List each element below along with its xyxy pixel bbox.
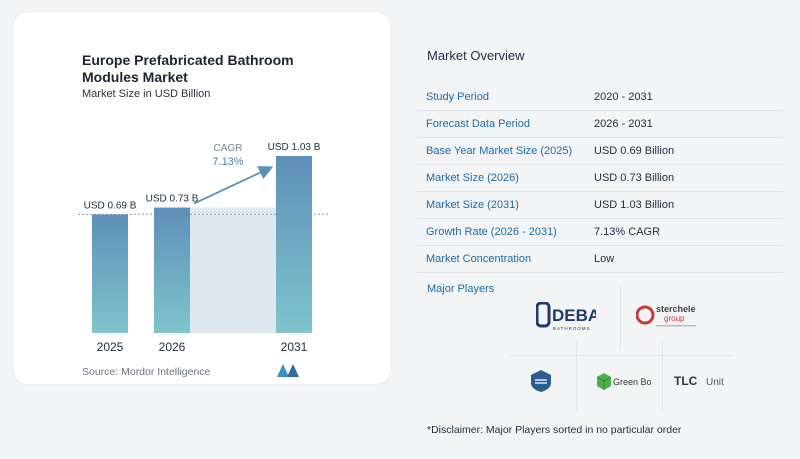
overview-table: Study Period 2020 - 2031 Forecast Data Per… — [417, 84, 783, 273]
source-note: Source: Mordor Intelligence — [82, 366, 211, 378]
overview-row-value: 7.13% CAGR — [594, 226, 661, 238]
overview-row: Forecast Data Period 2026 - 2031 — [417, 111, 783, 138]
cagr-label: CAGR — [214, 143, 243, 154]
overview-title: Market Overview — [427, 48, 525, 63]
sterchele-logo: sterchele group — [635, 300, 700, 337]
overview-row-value: 2020 - 2031 — [594, 91, 653, 103]
growth-band — [190, 207, 276, 333]
tlc-logo-text: TLC — [674, 374, 698, 388]
cagr-arrow — [193, 166, 274, 205]
grid-divider — [620, 285, 621, 349]
overview-row-value: Low — [594, 253, 615, 265]
tick-label-2031: 2031 — [281, 340, 308, 354]
sterchele-logo-text: sterchele — [656, 304, 696, 314]
deba-logo-text: DEBA — [552, 306, 596, 325]
bar-2031 — [276, 156, 312, 333]
grid-divider — [576, 341, 577, 411]
overview-row-value: USD 0.69 Billion — [594, 145, 675, 157]
shield-company-logo — [530, 369, 552, 398]
overview-row-label: Market Size (2026) — [426, 172, 519, 184]
deba-logo-sub: BATHROOMS — [553, 326, 591, 331]
overview-row-value: 2026 - 2031 — [594, 118, 653, 130]
overview-row-label: Market Concentration — [426, 253, 532, 265]
deba-logo: DEBA BATHROOMS — [535, 301, 600, 337]
bar-2026 — [154, 207, 190, 333]
overview-row-value: USD 0.73 Billion — [594, 172, 675, 184]
tlc-logo-sub: Unit — [706, 377, 724, 388]
cagr-value: 7.13% — [212, 156, 243, 168]
overview-row-label: Base Year Market Size (2025) — [426, 145, 573, 157]
overview-row-label: Market Size (2031) — [426, 199, 519, 211]
bar-2025 — [92, 214, 128, 333]
overview-row-value: USD 1.03 Billion — [594, 199, 675, 211]
players-title: Major Players — [427, 283, 495, 295]
data-label-2031: USD 1.03 B — [268, 142, 321, 153]
chart-title: Europe Prefabricated Bathroom Modules Ma… — [82, 52, 294, 85]
player-logo-grid: DEBA BATHROOMS sterchele group Green Box… — [510, 285, 732, 411]
grid-divider — [510, 355, 732, 356]
greenbox-logo-text: Green Box — [613, 377, 651, 387]
overview-row: Market Size (2031) USD 1.03 Billion — [417, 192, 783, 219]
disclaimer: *Disclaimer: Major Players sorted in no … — [427, 424, 682, 436]
sterchele-logo-sub: group — [664, 314, 685, 323]
overview-row-label: Forecast Data Period — [426, 118, 530, 130]
overview-row-label: Study Period — [426, 91, 489, 103]
overview-row-label: Growth Rate (2026 - 2031) — [426, 226, 557, 238]
tick-label-2026: 2026 — [159, 340, 186, 354]
chart-subtitle: Market Size in USD Billion — [82, 88, 211, 100]
bar-chart: USD 0.69 B 2025 USD 0.73 B 2026 USD 1.03 B 20… — [78, 142, 330, 354]
greenbox-logo: Green Box — [595, 371, 657, 396]
overview-row: Study Period 2020 - 2031 — [417, 84, 783, 111]
overview-row: Base Year Market Size (2025) USD 0.69 Bil… — [417, 138, 783, 165]
overview-row: Market Size (2026) USD 0.73 Billion — [417, 165, 783, 192]
mordor-intelligence-logo — [277, 364, 299, 377]
overview-row: Growth Rate (2026 - 2031) 7.13% CAGR — [417, 219, 783, 246]
tick-label-2025: 2025 — [97, 340, 124, 354]
overview-row: Market Concentration Low — [417, 246, 783, 273]
data-label-2025: USD 0.69 B — [84, 200, 137, 211]
tlc-unit-logo: TLC Unit — [674, 373, 734, 394]
grid-divider — [662, 341, 663, 411]
data-label-2026: USD 0.73 B — [146, 194, 199, 205]
